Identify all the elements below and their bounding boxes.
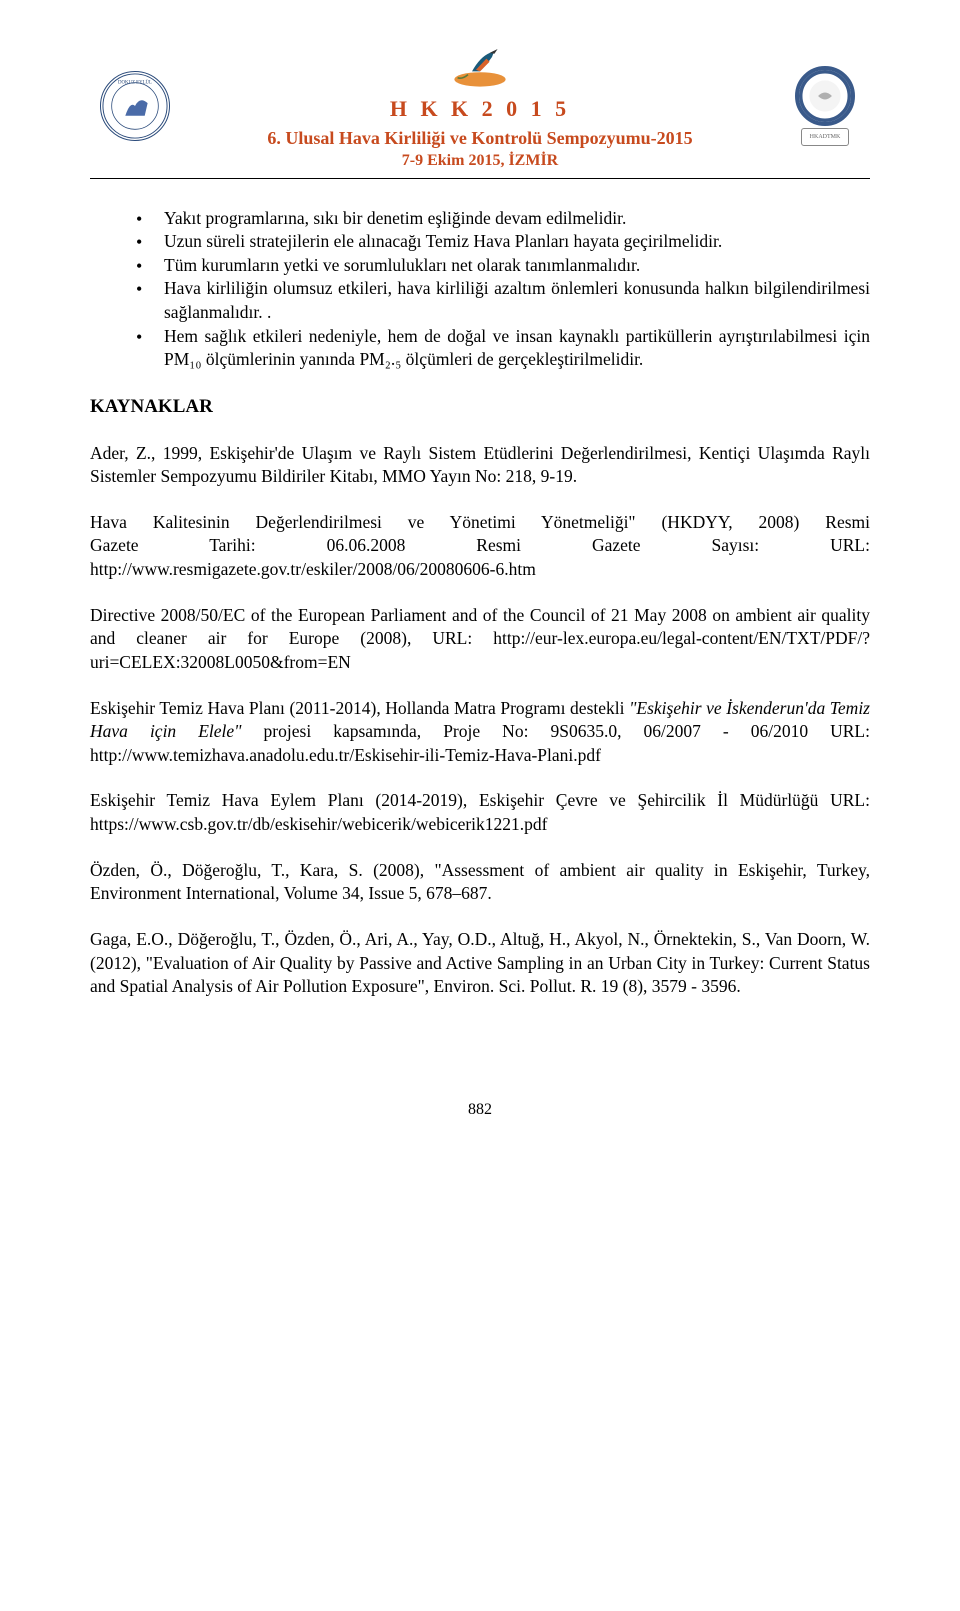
reference-text: Eskişehir Temiz Hava Planı (2011-2014), … [90,698,629,718]
reference-item: Özden, Ö., Döğeroğlu, T., Kara, S. (2008… [90,859,870,906]
svg-text:DOKUZ EYLÜL: DOKUZ EYLÜL [118,79,152,85]
page-number: 882 [90,1099,870,1121]
bullet-item: Hava kirliliğin olumsuz etkileri, hava k… [136,277,870,324]
university-logo-icon: DOKUZ EYLÜL [100,71,170,141]
symposium-title: 6. Ulusal Hava Kirliliği ve Kontrolü Sem… [180,126,780,150]
hkk-code: H K K 2 0 1 5 [180,94,780,124]
references-heading: KAYNAKLAR [90,394,870,420]
bullet-item: Yakıt programlarına, sıkı bir denetim eş… [136,207,870,231]
logo-right-container: HKADTMK [780,66,870,146]
reference-item: Directive 2008/50/EC of the European Par… [90,604,870,675]
committee-logo-icon: HKADTMK [795,66,855,146]
reference-line: http://www.resmigazete.gov.tr/eskiler/20… [90,558,870,582]
committee-logo-label: HKADTMK [801,128,849,146]
reference-line: Gazete Tarihi: 06.06.2008 Resmi Gazete S… [90,534,870,558]
reference-item: Eskişehir Temiz Hava Planı (2011-2014), … [90,697,870,768]
symposium-date: 7-9 Ekim 2015, İZMİR [180,150,780,172]
bullet-list: Yakıt programlarına, sıkı bir denetim eş… [90,207,870,372]
reference-item: Hava Kalitesinin Değerlendirilmesi ve Yö… [90,511,870,582]
reference-item: Gaga, E.O., Döğeroğlu, T., Özden, Ö., Ar… [90,928,870,999]
reference-item: Eskişehir Temiz Hava Eylem Planı (2014-2… [90,789,870,836]
header-center: H K K 2 0 1 5 6. Ulusal Hava Kirliliği v… [180,40,780,172]
bullet-item: Hem sağlık etkileri nedeniyle, hem de do… [136,325,870,372]
bird-logo-icon [180,40,780,90]
reference-line: Hava Kalitesinin Değerlendirilmesi ve Yö… [90,511,870,535]
logo-left-container: DOKUZ EYLÜL [90,71,180,141]
page-header: DOKUZ EYLÜL H K K 2 0 1 5 6. Ulusal Hava… [90,40,870,172]
header-divider [90,178,870,179]
reference-item: Ader, Z., 1999, Eskişehir'de Ulaşım ve R… [90,442,870,489]
bullet-item: Tüm kurumların yetki ve sorumlulukları n… [136,254,870,278]
bullet-item: Uzun süreli stratejilerin ele alınacağı … [136,230,870,254]
